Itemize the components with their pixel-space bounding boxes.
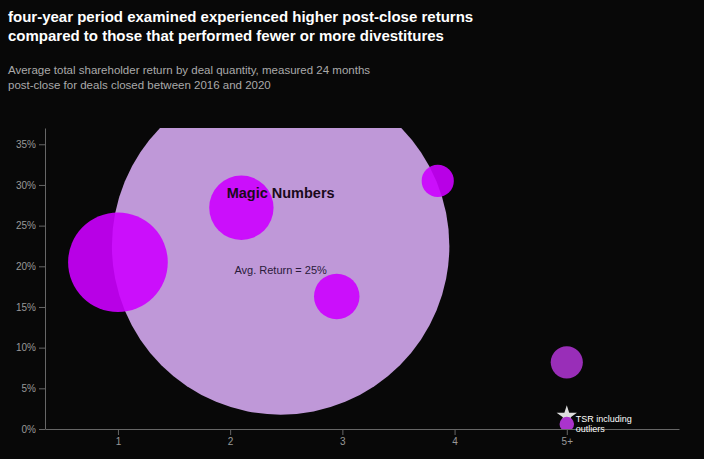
text-line: Magic Numbers [227,185,335,201]
text-line: Avg. Return = 25% [234,264,327,276]
chart: four-year period examined experienced hi… [0,0,704,459]
x-tick: 3 [340,429,346,447]
x-tick-label: 5+ [562,436,574,447]
y-tick-mark [39,266,45,267]
y-tick-mark [39,144,45,145]
x-tick-label: 4 [452,436,458,447]
y-tick: 5% [22,383,45,394]
y-tick: 15% [16,302,45,313]
y-tick-mark [39,388,45,389]
x-tick-label: 1 [116,436,122,447]
subtitle: Average total shareholder return by deal… [8,64,370,76]
text-line: TSR including [576,414,632,424]
x-tick-mark [455,429,456,435]
y-axis-line [45,129,46,430]
plot: 1 2 3 4 5+ 0% 5% 10% 15% 20% 25% 30% 35% Magic Number… [16,77,680,447]
y-tick-label: 0% [22,424,37,435]
y-tick-mark [39,429,45,430]
y-tick: 0% [22,424,45,435]
text-line: outliers [576,424,606,434]
bubble [314,274,359,319]
x-tick-mark [342,429,343,435]
x-tick-mark [567,429,568,435]
y-tick-label: 10% [16,342,36,353]
x-tick-label: 2 [228,436,234,447]
y-tick-label: 15% [16,302,36,313]
y-tick: 30% [16,180,45,191]
y-tick-label: 30% [16,180,36,191]
annotations: Magic Numbers Avg. Return = 25% TSR includ… [227,185,632,434]
y-tick-label: 20% [16,261,36,272]
annotation: Magic Numbers [227,185,335,201]
bubble [68,212,168,312]
y-tick-mark [39,307,45,308]
x-tick: 5+ [562,429,574,447]
y-tick-label: 25% [16,220,36,231]
y-tick: 25% [16,220,45,231]
annotation: Avg. Return = 25% [234,264,327,276]
title: four-year period examined experienced hi… [8,8,473,25]
y-tick-mark [39,348,45,349]
y-tick-mark [39,226,45,227]
title: compared to those that performed fewer o… [8,27,444,44]
x-tick: 4 [452,429,458,447]
y-tick: 35% [16,139,45,150]
legend-text: TSR includingoutliers [576,414,632,434]
x-tick-mark [230,429,231,435]
subtitle: post-close for deals closed between 2016… [8,79,271,91]
y-tick-mark [39,185,45,186]
bubble [422,165,454,197]
marks [68,128,583,429]
y-tick: 10% [16,342,45,353]
bubble [551,346,583,378]
y-axis: 0% 5% 10% 15% 20% 25% 30% 35% [16,129,46,435]
background [0,0,704,459]
x-tick-label: 3 [340,436,346,447]
y-tick-label: 35% [16,139,36,150]
legend-circle [560,417,575,429]
x-tick: 2 [228,429,234,447]
x-tick: 1 [116,429,122,447]
y-tick-label: 5% [22,383,37,394]
x-tick-mark [118,429,119,435]
y-tick: 20% [16,261,45,272]
